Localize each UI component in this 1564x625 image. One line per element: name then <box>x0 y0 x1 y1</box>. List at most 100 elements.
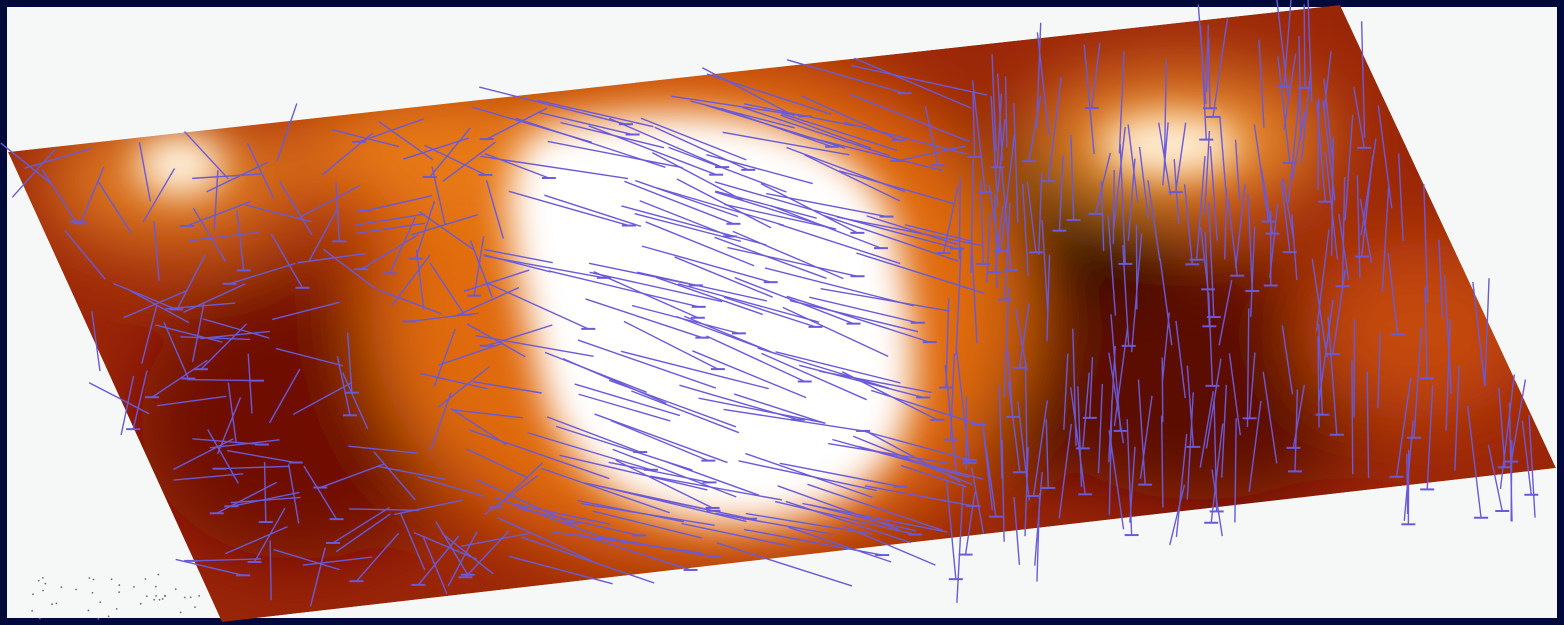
vector-arrow <box>1204 130 1211 215</box>
vector-arrow <box>1174 122 1187 193</box>
vector-arrow <box>585 298 703 339</box>
vector-arrow <box>153 220 160 281</box>
vector-arrow <box>79 166 105 224</box>
vector-field <box>0 0 1539 620</box>
vector-arrow <box>537 99 654 128</box>
vector-arrow <box>786 146 906 193</box>
vector-arrow <box>186 200 252 227</box>
vector-arrow <box>1112 170 1115 244</box>
vector-arrow <box>1498 387 1506 468</box>
vector-arrow <box>229 262 296 285</box>
vector-arrow <box>942 185 959 254</box>
vector-arrow <box>1209 146 1218 241</box>
vector-arrow <box>986 212 992 283</box>
vector-arrow <box>484 153 550 179</box>
vector-arrow <box>292 381 353 416</box>
vector-arrow <box>1234 139 1241 201</box>
vector-arrow <box>594 413 728 464</box>
vector-arrow <box>1324 151 1339 260</box>
vector-arrow <box>508 190 630 227</box>
vector-arrow <box>1281 325 1294 395</box>
vector-arrow <box>1021 183 1029 277</box>
vector-arrow <box>794 133 943 172</box>
speck <box>183 596 186 599</box>
vector-arrow <box>760 183 858 234</box>
vector-arrow <box>547 140 683 169</box>
vector-arrow <box>843 121 968 155</box>
vector-arrow <box>1070 135 1075 220</box>
vector-arrow <box>640 494 751 520</box>
vector-arrow <box>183 131 229 180</box>
vector-arrow <box>714 512 833 535</box>
vector-arrow <box>1276 0 1289 97</box>
vector-arrow <box>819 370 932 394</box>
vector-arrow <box>473 236 485 296</box>
speck <box>60 586 63 589</box>
vector-arrow <box>838 170 956 205</box>
vector-arrow <box>924 106 939 166</box>
vector-arrow <box>269 540 272 601</box>
vector-arrow <box>786 295 931 343</box>
speck <box>157 573 160 576</box>
speck <box>144 578 147 580</box>
vector-arrow <box>0 142 53 185</box>
vector-arrow <box>527 432 652 471</box>
vector-arrow <box>480 155 629 180</box>
vector-arrow <box>714 191 828 228</box>
vector-arrow <box>429 262 466 316</box>
vector-arrow <box>120 375 135 436</box>
vector-arrow <box>971 245 978 344</box>
speck <box>107 615 110 618</box>
vector-arrow <box>1199 391 1214 468</box>
speck <box>88 577 91 579</box>
vector-arrow <box>546 416 641 453</box>
vector-arrow <box>807 483 944 532</box>
vector-arrow <box>645 221 755 267</box>
vector-arrow <box>1107 345 1116 463</box>
vector-arrow <box>944 364 958 474</box>
vector-arrow <box>403 137 470 160</box>
vector-arrow <box>442 141 496 182</box>
vector-arrow <box>176 254 206 310</box>
vector-arrow <box>623 320 719 370</box>
vector-arrow <box>991 54 997 152</box>
vector-arrow <box>424 144 486 176</box>
vector-arrow <box>415 200 436 259</box>
vector-arrow <box>1438 239 1444 318</box>
vector-arrow <box>246 142 275 199</box>
vector-arrow <box>275 347 344 367</box>
vector-arrow <box>1356 175 1361 278</box>
speck <box>42 589 45 592</box>
vector-arrow <box>187 378 258 382</box>
vector-arrow <box>447 531 478 587</box>
vector-arrow <box>1026 181 1037 253</box>
vector-arrow <box>864 430 971 461</box>
vector-arrow <box>692 350 807 399</box>
vector-arrow <box>854 57 972 109</box>
speck <box>153 598 156 601</box>
speck <box>97 618 100 620</box>
vector-arrow <box>270 233 304 289</box>
vector-arrow <box>342 372 369 430</box>
speck <box>115 607 118 610</box>
vector-arrow <box>1277 56 1291 164</box>
vector-arrow <box>273 548 340 571</box>
vector-arrow <box>714 181 812 211</box>
vector-arrow <box>1521 420 1533 495</box>
vector-arrow <box>1195 156 1206 260</box>
vector-arrow <box>1291 214 1298 281</box>
vector-arrow <box>415 249 425 310</box>
vector-arrow <box>1397 153 1404 242</box>
heat-surface <box>8 5 1556 622</box>
vector-arrow <box>1091 42 1101 109</box>
vector-arrow <box>674 256 773 298</box>
vector-arrow <box>675 315 768 351</box>
vector-arrow <box>850 64 988 96</box>
vector-arrow <box>716 542 853 587</box>
vector-arrow <box>471 106 593 143</box>
vector-arrow <box>1445 318 1451 431</box>
vector-arrow <box>1323 78 1334 164</box>
vector-arrow <box>276 103 298 162</box>
vector-arrow <box>1072 328 1077 446</box>
